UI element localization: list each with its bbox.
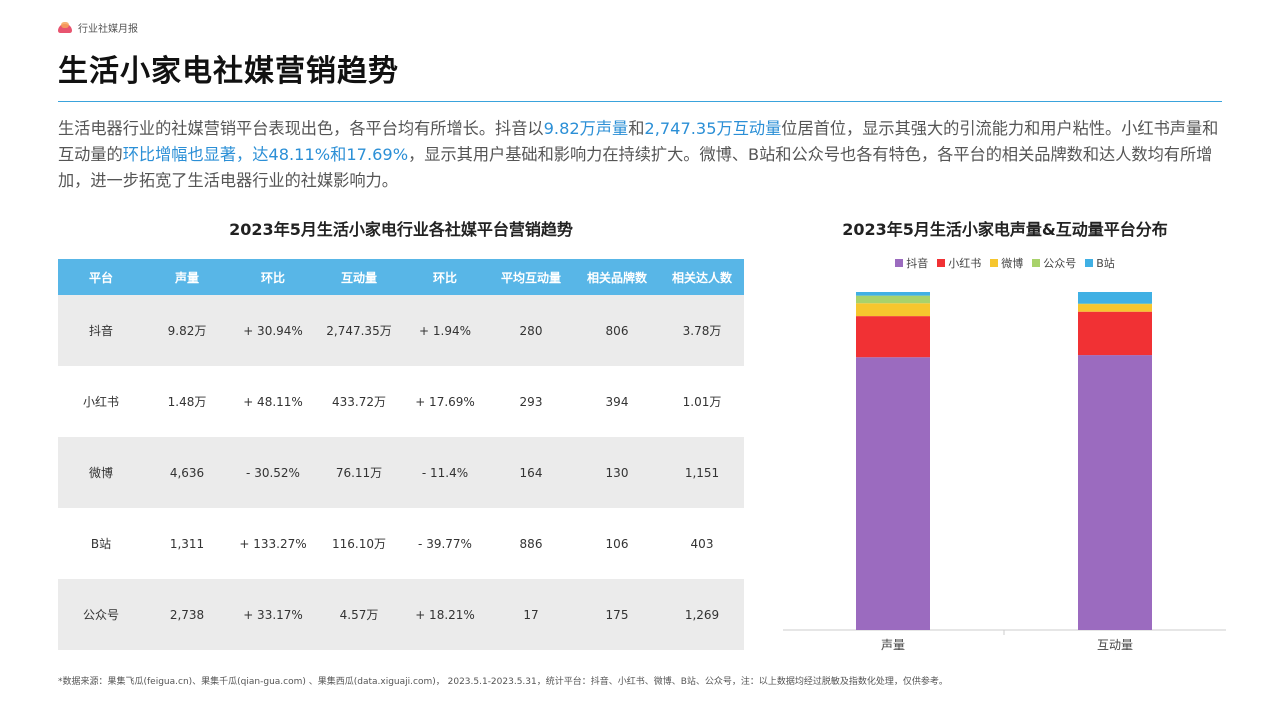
table-cell: 抖音: [58, 295, 144, 366]
table-cell: 403: [660, 508, 744, 579]
legend-swatch: [937, 259, 946, 267]
table-cell: + 1.94%: [402, 295, 488, 366]
bar-segment: [1078, 311, 1152, 356]
platform-table: 平台 声量 环比 互动量 环比 平均互动量 相关品牌数 相关达人数 抖音 9.82万 + 30.9…: [58, 259, 744, 650]
table-header-cell: 平台: [58, 259, 144, 295]
x-tick-label: 互动量: [1097, 638, 1133, 652]
legend-item: B站: [1085, 255, 1115, 271]
x-tick-label: 声量: [881, 638, 905, 652]
table-cell: 公众号: [58, 579, 144, 650]
brand-name: 行业社媒月报: [78, 24, 138, 35]
legend-label: 微博: [1001, 257, 1024, 270]
page-title: 生活小家电社媒营销趋势: [58, 54, 399, 89]
intro-text: 和: [628, 119, 645, 138]
stacked-bar-chart: 声量 互动量: [783, 292, 1226, 652]
brand: 行业社媒月报: [58, 20, 138, 35]
bar-segment: [1078, 304, 1152, 312]
table-cell: + 33.17%: [230, 579, 316, 650]
table-cell: 164: [488, 437, 574, 508]
table-cell: 2,747.35万: [316, 295, 402, 366]
legend-item: 公众号: [1032, 255, 1076, 271]
intro-highlight: 2,747.35万互动量: [644, 119, 782, 138]
table-cell: 9.82万: [144, 295, 230, 366]
intro-text: ，显示其用户基础和影响力在持续扩大。微博、B站和公众号也各有特色，各平台的相关品…: [58, 145, 1213, 190]
table-cell: - 39.77%: [402, 508, 488, 579]
table-header-row: 平台 声量 环比 互动量 环比 平均互动量 相关品牌数 相关达人数: [58, 259, 744, 295]
legend-swatch: [895, 259, 904, 267]
intro-paragraph: 生活电器行业的社媒营销平台表现出色，各平台均有所增长。抖音以9.82万声量和2,…: [58, 116, 1228, 194]
table-cell: + 17.69%: [402, 366, 488, 437]
bar-segment: [856, 357, 930, 630]
table-cell: 3.78万: [660, 295, 744, 366]
table-cell: 1.48万: [144, 366, 230, 437]
table-cell: 76.11万: [316, 437, 402, 508]
table-cell: 886: [488, 508, 574, 579]
table-cell: 2,738: [144, 579, 230, 650]
table-cell: 1.01万: [660, 366, 744, 437]
table-title: 2023年5月生活小家电行业各社媒平台营销趋势: [229, 220, 573, 239]
table-header-cell: 平均互动量: [488, 259, 574, 295]
table-header-cell: 互动量: [316, 259, 402, 295]
table-cell: 17: [488, 579, 574, 650]
table-row: 小红书 1.48万 + 48.11% 433.72万 + 17.69% 293 394 1.0…: [58, 366, 744, 437]
table-cell: 175: [574, 579, 660, 650]
table-header-cell: 环比: [230, 259, 316, 295]
table-cell: 106: [574, 508, 660, 579]
table-cell: 小红书: [58, 366, 144, 437]
bar-segment: [856, 316, 930, 358]
table-cell: - 30.52%: [230, 437, 316, 508]
bar-segment: [1078, 292, 1152, 304]
legend-item: 小红书: [937, 255, 981, 271]
table-cell: + 48.11%: [230, 366, 316, 437]
table-cell: 130: [574, 437, 660, 508]
intro-highlight: 环比增幅也显著，达48.11%和17.69%: [122, 145, 409, 164]
bar-segment: [856, 295, 930, 304]
table-cell: 4,636: [144, 437, 230, 508]
table-header-cell: 相关品牌数: [574, 259, 660, 295]
legend-item: 抖音: [895, 255, 928, 271]
table-row: 抖音 9.82万 + 30.94% 2,747.35万 + 1.94% 280 806 3.7…: [58, 295, 744, 366]
table-row: 公众号 2,738 + 33.17% 4.57万 + 18.21% 17 175 1,269: [58, 579, 744, 650]
table-cell: B站: [58, 508, 144, 579]
legend-item: 微博: [990, 255, 1023, 271]
legend-label: 公众号: [1043, 257, 1077, 270]
legend-swatch: [1085, 259, 1094, 267]
table-cell: 116.10万: [316, 508, 402, 579]
chart-title: 2023年5月生活小家电声量&互动量平台分布: [842, 220, 1168, 239]
table-cell: + 133.27%: [230, 508, 316, 579]
table-cell: + 18.21%: [402, 579, 488, 650]
table-cell: + 30.94%: [230, 295, 316, 366]
table-row: B站 1,311 + 133.27% 116.10万 - 39.77% 886 106 403: [58, 508, 744, 579]
table-cell: 293: [488, 366, 574, 437]
bar-segment: [856, 292, 930, 296]
title-divider: [58, 101, 1222, 102]
table-cell: 433.72万: [316, 366, 402, 437]
table-header-cell: 相关达人数: [660, 259, 744, 295]
footnote: *数据来源：果集飞瓜(feigua.cn)、果集千瓜(qian-gua.com)…: [58, 677, 948, 687]
intro-text: 位居首位，显示其强大的引流能力和用户粘性。小红书声量和互动量的: [58, 119, 1219, 164]
table-cell: 394: [574, 366, 660, 437]
table-cell: 1,151: [660, 437, 744, 508]
bar-segment: [856, 303, 930, 317]
table-cell: 4.57万: [316, 579, 402, 650]
intro-text: 生活电器行业的社媒营销平台表现出色，各平台均有所增长。抖音以: [58, 119, 544, 138]
legend-label: 小红书: [948, 257, 982, 270]
table-header-cell: 环比: [402, 259, 488, 295]
chart-legend: 抖音 小红书 微博 公众号 B站: [780, 255, 1230, 271]
bar-segment: [1078, 355, 1152, 630]
legend-swatch: [990, 259, 999, 267]
table-cell: - 11.4%: [402, 437, 488, 508]
table-cell: 280: [488, 295, 574, 366]
intro-highlight: 9.82万声量: [543, 119, 629, 138]
table-cell: 806: [574, 295, 660, 366]
table-row: 微博 4,636- 30.52% 76.11万 - 11.4% 164 130 1,151: [58, 437, 744, 508]
legend-label: 抖音: [906, 257, 929, 270]
table-cell: 1,311: [144, 508, 230, 579]
table-cell: 微博: [58, 437, 144, 508]
table-header-cell: 声量: [144, 259, 230, 295]
table-cell: 1,269: [660, 579, 744, 650]
legend-swatch: [1032, 259, 1041, 267]
legend-label: B站: [1096, 257, 1115, 270]
brand-logo-icon: [58, 21, 72, 34]
